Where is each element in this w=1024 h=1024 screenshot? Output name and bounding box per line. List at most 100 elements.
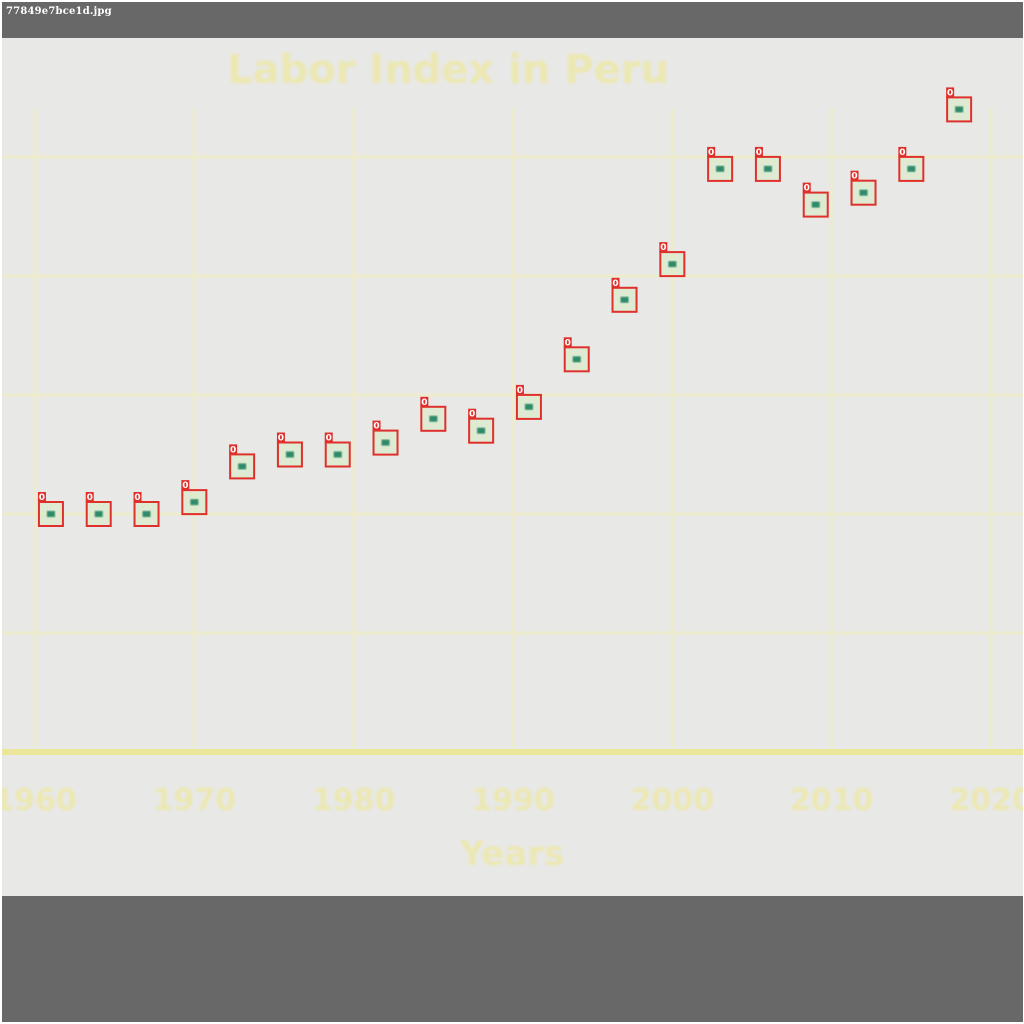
detection-box (659, 251, 686, 278)
data-point: 0 (611, 277, 638, 313)
data-point: 0 (229, 444, 256, 480)
detection-box-label: 0 (660, 243, 666, 253)
point-marker (620, 296, 629, 303)
data-point: 0 (37, 492, 64, 527)
detection-box-label: 0 (230, 445, 236, 455)
point-marker (429, 415, 438, 422)
detection-box (563, 346, 590, 373)
x-tick-label: 2000 (631, 783, 715, 818)
point-marker (524, 403, 533, 410)
data-point: 0 (515, 384, 542, 420)
detection-box-tag (611, 277, 620, 288)
detection-box-label: 0 (804, 184, 810, 194)
detection-box (754, 155, 781, 182)
detection-box-tag (850, 170, 859, 181)
point-marker (668, 261, 677, 268)
point-marker (333, 451, 342, 458)
detection-box (181, 489, 208, 516)
point-marker (763, 165, 772, 172)
data-point: 0 (420, 396, 447, 432)
detection-box-label: 0 (517, 386, 523, 396)
data-point: 0 (372, 420, 399, 456)
detection-box-label: 0 (326, 434, 332, 444)
detection-box-label: 0 (39, 493, 45, 503)
file-name-label: 77849e7bce1d.jpg (6, 6, 112, 17)
detection-box (133, 501, 160, 527)
detection-box-tag (276, 432, 285, 443)
detection-box-tag (133, 492, 142, 502)
detection-box-tag (181, 480, 190, 491)
point-marker (859, 189, 868, 196)
data-point: 0 (563, 337, 590, 373)
x-tick-label: 1960 (2, 783, 77, 818)
detection-box-label: 0 (469, 410, 475, 420)
point-marker (572, 356, 581, 363)
detection-box (946, 96, 973, 123)
detection-box-tag (563, 337, 572, 348)
detection-box (611, 286, 638, 313)
data-point: 0 (707, 146, 734, 182)
point-marker (285, 451, 294, 458)
detection-box-tag (754, 146, 763, 157)
data-points: 0 0 0 0 0 0 0 0 0 0 0 0 0 0 0 0 0 0 0 0 (37, 87, 973, 527)
scatter-chart: Labor Index in Peru 1960 1970 1980 1990 2000… (2, 47, 1023, 874)
detection-box (324, 441, 351, 468)
detection-box (85, 501, 112, 527)
x-tick-label: 2020 (949, 783, 1023, 818)
detection-box-label: 0 (708, 148, 714, 158)
x-tick-label: 1980 (312, 783, 396, 818)
point-marker (142, 511, 151, 517)
detection-box (229, 453, 256, 480)
point-marker (811, 201, 820, 208)
detection-box-tag (372, 420, 381, 431)
detection-box (898, 155, 925, 182)
detection-box (802, 191, 829, 218)
point-marker (477, 427, 486, 434)
detection-box-tag (37, 492, 46, 502)
x-tick-label: 1970 (153, 783, 237, 818)
data-point: 0 (133, 492, 160, 527)
point-marker (94, 511, 103, 517)
detection-box-label: 0 (421, 398, 427, 408)
detection-box-tag (515, 384, 524, 395)
data-point: 0 (754, 146, 781, 182)
data-point: 0 (659, 242, 686, 278)
data-point: 0 (898, 146, 925, 182)
data-point: 0 (850, 170, 877, 206)
detection-box-label: 0 (899, 148, 905, 158)
detection-box-label: 0 (612, 279, 618, 289)
detection-box-tag (229, 444, 238, 455)
chart-canvas: Labor Index in Peru 1960 1970 1980 1990 2000… (2, 38, 1023, 896)
point-marker (190, 499, 199, 506)
data-point: 0 (276, 432, 303, 468)
detection-box-tag (468, 408, 477, 419)
point-marker (907, 165, 916, 172)
detection-box (37, 501, 64, 527)
data-point: 0 (181, 480, 208, 516)
detection-box-tag (324, 432, 333, 443)
detection-box-label: 0 (134, 493, 140, 503)
detection-box (707, 155, 734, 182)
chart-title: Labor Index in Peru (227, 47, 669, 93)
detection-box-label: 0 (87, 493, 93, 503)
detection-box-label: 0 (756, 148, 762, 158)
detection-box (420, 405, 447, 432)
x-tick-label: 2010 (790, 783, 874, 818)
detection-box-tag (420, 396, 429, 407)
detection-box (372, 429, 399, 456)
detection-box-tag (898, 146, 907, 157)
detection-box-tag (659, 242, 668, 253)
detection-box-label: 0 (373, 422, 379, 432)
data-point: 0 (324, 432, 351, 468)
detection-box-tag (946, 87, 955, 98)
point-marker (716, 165, 725, 172)
detection-box (850, 179, 877, 206)
detection-box-label: 0 (278, 434, 284, 444)
point-marker (955, 106, 964, 113)
detection-box-tag (707, 146, 716, 157)
detection-box-tag (802, 182, 811, 193)
detection-box-label: 0 (565, 338, 571, 348)
x-axis-label: Years (459, 834, 565, 874)
point-marker (381, 439, 390, 446)
detection-box-tag (85, 492, 94, 502)
